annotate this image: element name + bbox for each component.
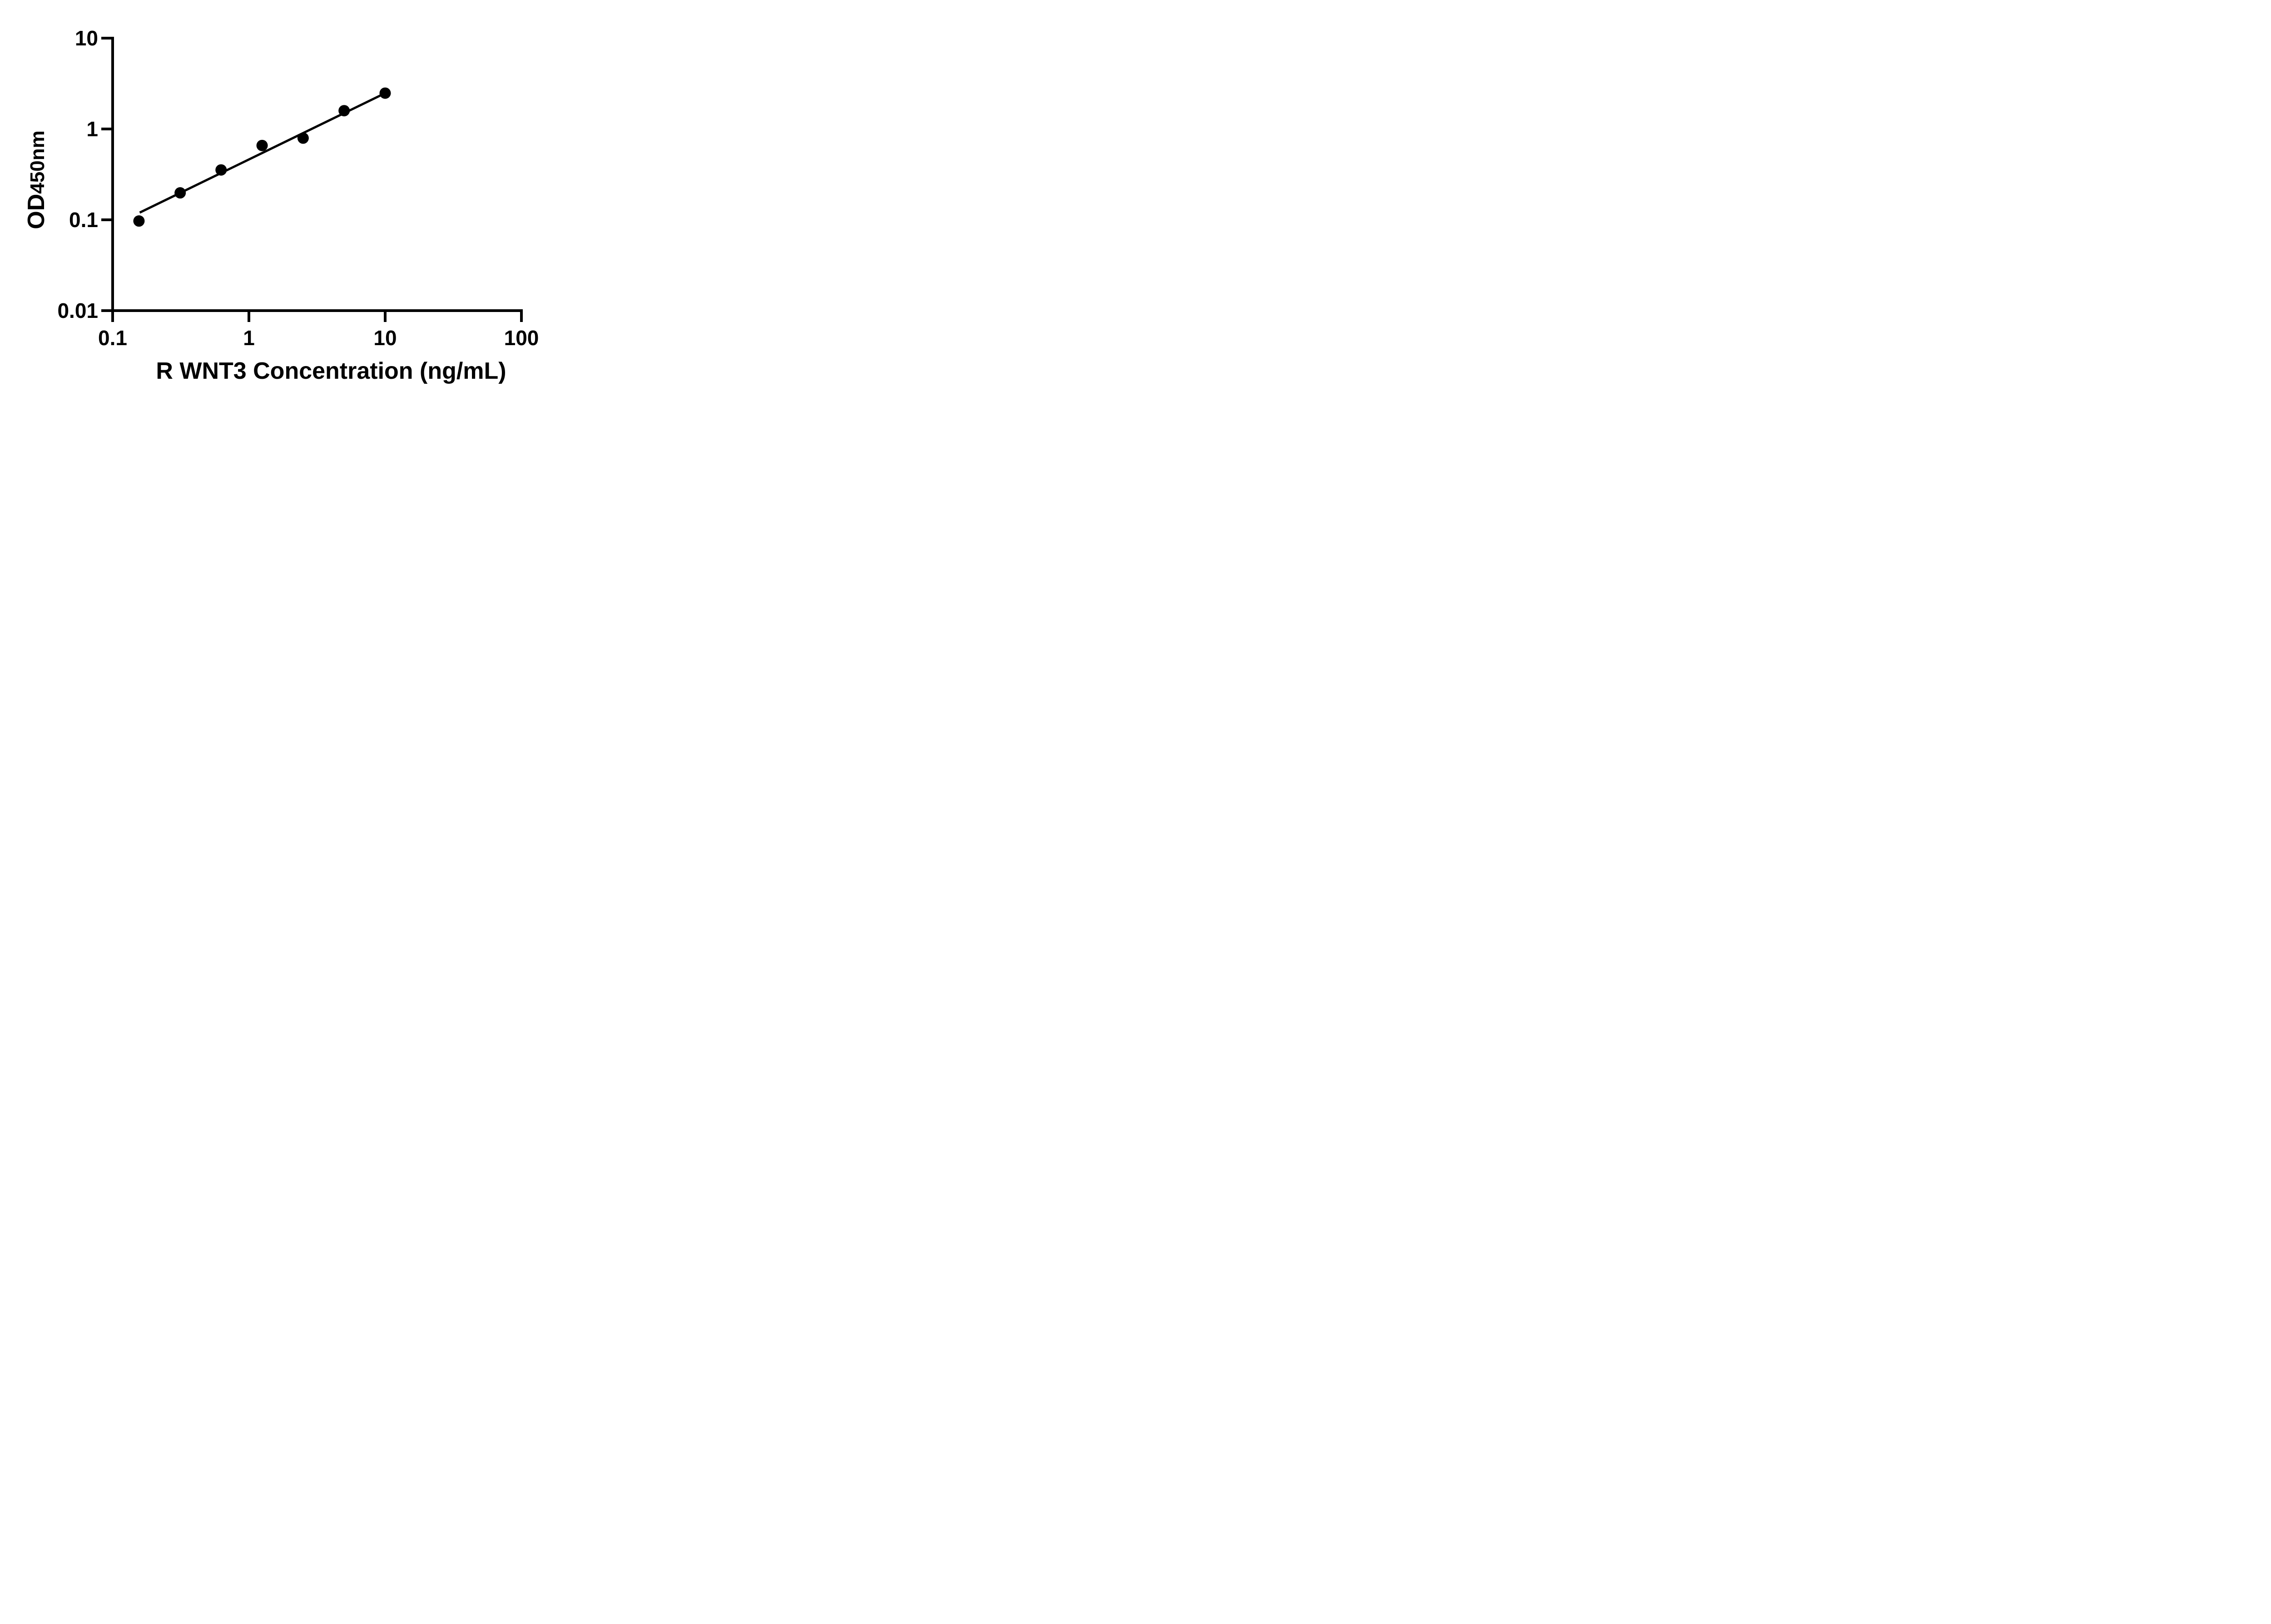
y-axis-title: OD450nm <box>23 130 50 229</box>
data-point-x-10 <box>379 87 391 99</box>
y-tick-label-1: 1 <box>86 117 98 141</box>
x-axis-title: R WNT3 Concentration (ng/mL) <box>156 358 506 384</box>
data-layer <box>133 87 391 227</box>
y-tick-label-0.01: 0.01 <box>57 299 98 322</box>
x-tick-label-100: 100 <box>504 326 539 350</box>
data-point-x-5 <box>338 105 350 117</box>
x-tick-label-10: 10 <box>373 326 397 350</box>
data-point-x-2.5 <box>297 132 309 144</box>
y-axis-title-main: OD <box>23 194 50 229</box>
x-tick-label-1: 1 <box>243 326 255 350</box>
data-point-x-0.156 <box>133 215 145 227</box>
standard-curve-figure: 10 1 0.1 0.01 0.1 1 10 100 R WNT3 Concentration… <box>0 0 584 406</box>
data-point-x-1.25 <box>256 139 268 151</box>
data-point-x-0.625 <box>215 164 227 176</box>
axes <box>101 37 523 322</box>
x-tick-label-0.1: 0.1 <box>98 326 127 350</box>
y-axis-title-subscript: 450nm <box>26 130 49 193</box>
y-tick-label-10: 10 <box>75 26 98 50</box>
y-tick-label-0.1: 0.1 <box>69 208 98 232</box>
data-point-x-0.313 <box>174 187 186 199</box>
